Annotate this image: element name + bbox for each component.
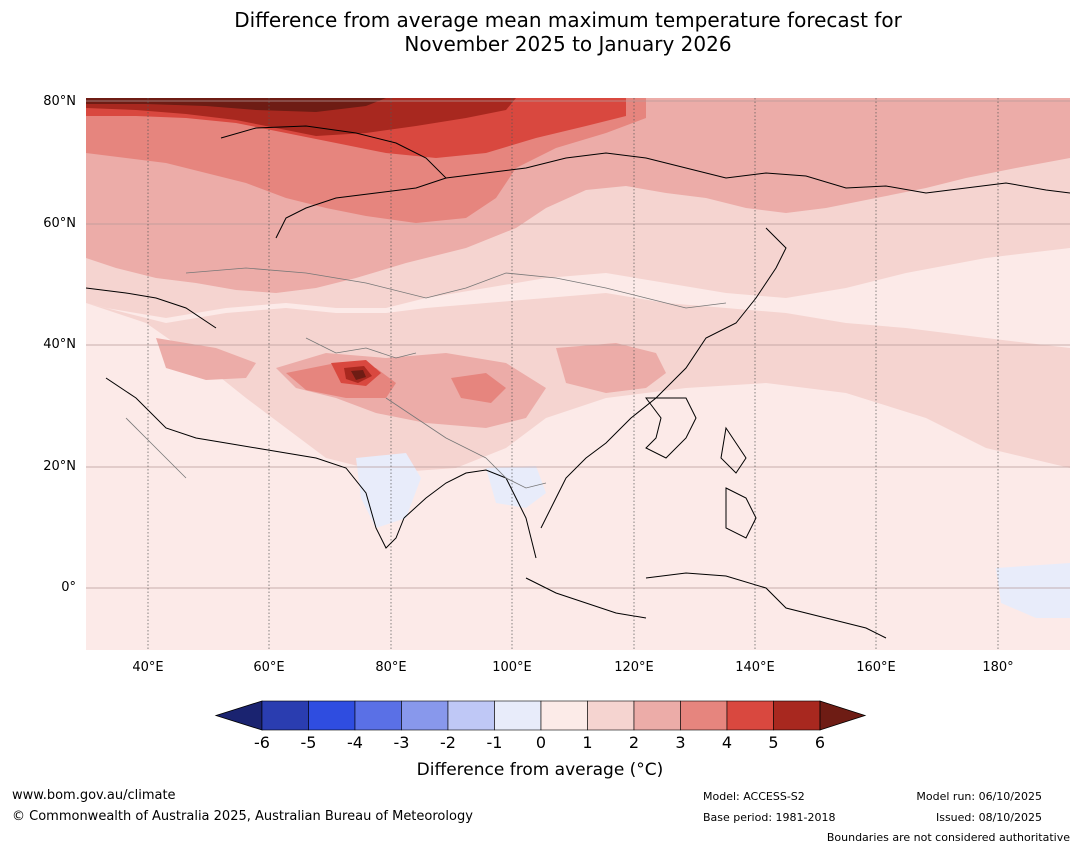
footer-model-run: Model run: 06/10/2025 bbox=[916, 790, 1042, 803]
country-borders bbox=[125, 267, 727, 489]
footer-issued: Issued: 08/10/2025 bbox=[935, 811, 1042, 824]
anomaly-band-over-6-tibet bbox=[351, 370, 366, 380]
title-line-1: Difference from average mean maximum tem… bbox=[234, 8, 902, 32]
lat-label-0: 0° bbox=[61, 580, 76, 595]
title-line-2: November 2025 to January 2026 bbox=[404, 32, 732, 56]
footer-base-period: Base period: 1981-2018 bbox=[703, 811, 836, 824]
anomaly-band-3-4-qinghai bbox=[451, 373, 506, 403]
lat-label-80n: 80°N bbox=[43, 94, 76, 109]
colorbar-segment bbox=[447, 700, 495, 731]
map-svg bbox=[86, 98, 1070, 650]
colorbar-segment bbox=[587, 700, 635, 731]
colorbar-label: Difference from average (°C) bbox=[416, 760, 664, 780]
colorbar-segment bbox=[633, 700, 681, 731]
anomaly-band-neg1-0-pacific bbox=[996, 563, 1070, 618]
coastlines bbox=[86, 125, 1070, 639]
footer-copyright: © Commonwealth of Australia 2025, Austra… bbox=[12, 809, 473, 824]
latitude-gridlines bbox=[86, 100, 1070, 589]
colorbar-tick-label: -1 bbox=[486, 733, 503, 752]
colorbar-tick-label: 4 bbox=[721, 733, 733, 752]
anomaly-band-over-6 bbox=[86, 98, 386, 112]
colorbar-tick-label: 0 bbox=[535, 733, 547, 752]
lon-label-180: 180° bbox=[982, 660, 1014, 675]
colorbar-segment bbox=[773, 700, 821, 731]
lon-label-60e: 60°E bbox=[253, 660, 285, 675]
colorbar-segment bbox=[308, 700, 356, 731]
colorbar-tick-label: 5 bbox=[768, 733, 779, 752]
lon-label-100e: 100°E bbox=[492, 660, 532, 675]
colorbar-segment bbox=[401, 700, 449, 731]
lon-label-120e: 120°E bbox=[614, 660, 654, 675]
lat-label-20n: 20°N bbox=[43, 459, 76, 474]
footer-model: Model: ACCESS-S2 bbox=[703, 790, 805, 803]
colorbar-extend-high bbox=[819, 700, 867, 731]
colorbar-tick-label: -4 bbox=[347, 733, 363, 752]
lon-label-40e: 40°E bbox=[132, 660, 164, 675]
anomaly-band-5-6 bbox=[86, 98, 516, 136]
colorbar-extend-low bbox=[214, 700, 263, 731]
colorbar-segment bbox=[726, 700, 774, 731]
colorbar-segment bbox=[354, 700, 402, 731]
lat-label-60n: 60°N bbox=[43, 216, 76, 231]
colorbar-segment bbox=[494, 700, 542, 731]
colorbar-tick-label: 3 bbox=[675, 733, 686, 752]
footer-website[interactable]: www.bom.gov.au/climate bbox=[12, 788, 176, 803]
footer-disclaimer: Boundaries are not considered authoritat… bbox=[826, 831, 1070, 844]
anomaly-band-neg1-0-india bbox=[356, 453, 421, 528]
anomaly-band-2-3-caspian bbox=[156, 338, 256, 380]
lon-label-160e: 160°E bbox=[856, 660, 896, 675]
colorbar-tick-label: 6 bbox=[814, 733, 826, 752]
anomaly-band-2-3-mongolia bbox=[556, 343, 666, 393]
colorbar-tick-label: -3 bbox=[393, 733, 410, 752]
colorbar-tick-label: -6 bbox=[254, 733, 270, 752]
colorbar-segment bbox=[680, 700, 728, 731]
colorbar-segment bbox=[261, 700, 309, 731]
longitude-gridlines bbox=[147, 98, 999, 650]
chart-title: Difference from average mean maximum tem… bbox=[0, 8, 1081, 56]
lat-label-40n: 40°N bbox=[43, 337, 76, 352]
colorbar-tick-label: -2 bbox=[440, 733, 456, 752]
lon-label-140e: 140°E bbox=[735, 660, 775, 675]
colorbar-tick-label: -5 bbox=[300, 733, 317, 752]
colorbar-tick-label: 1 bbox=[582, 733, 593, 752]
colorbar-segment bbox=[540, 700, 588, 731]
colorbar-tick-label: 2 bbox=[628, 733, 640, 752]
forecast-map bbox=[86, 98, 1070, 650]
lon-label-80e: 80°E bbox=[375, 660, 407, 675]
